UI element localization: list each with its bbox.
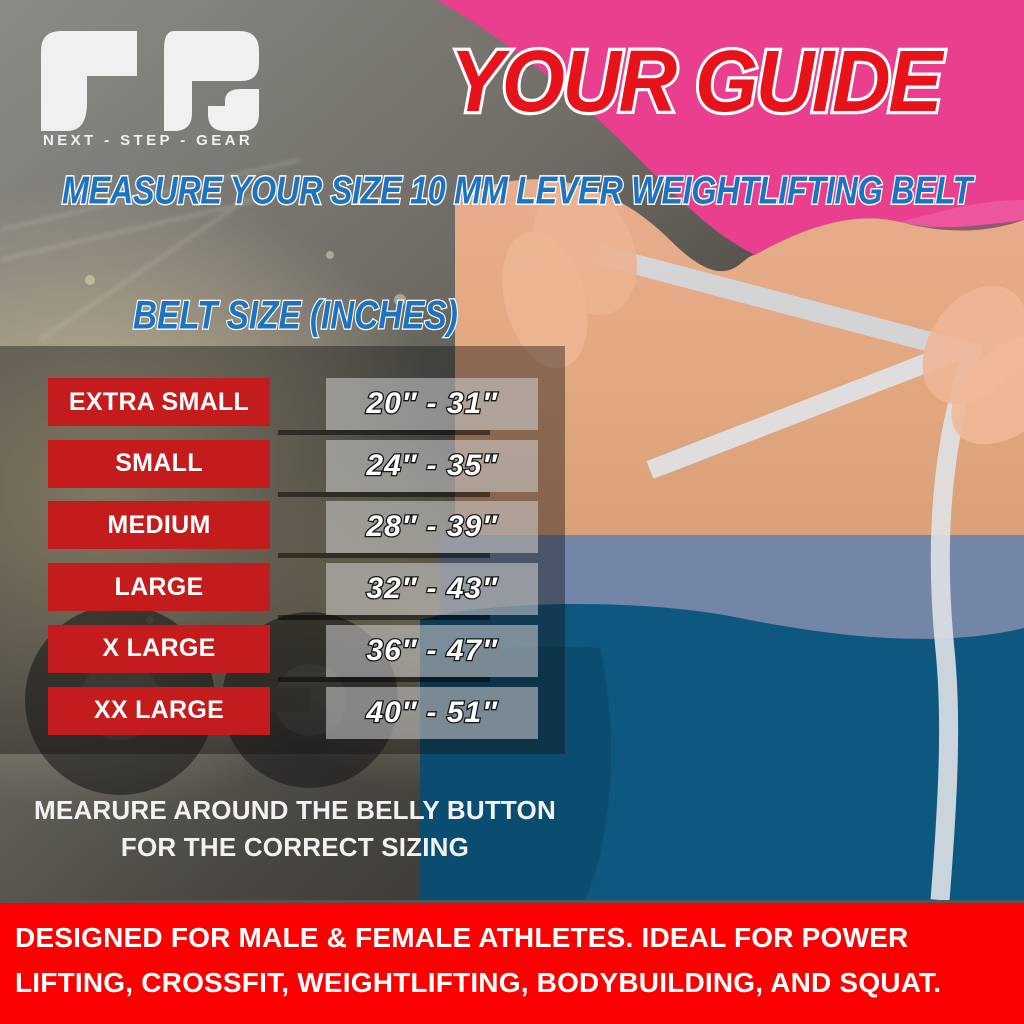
svg-text:NEXT - STEP - GEAR: NEXT - STEP - GEAR (43, 132, 253, 149)
